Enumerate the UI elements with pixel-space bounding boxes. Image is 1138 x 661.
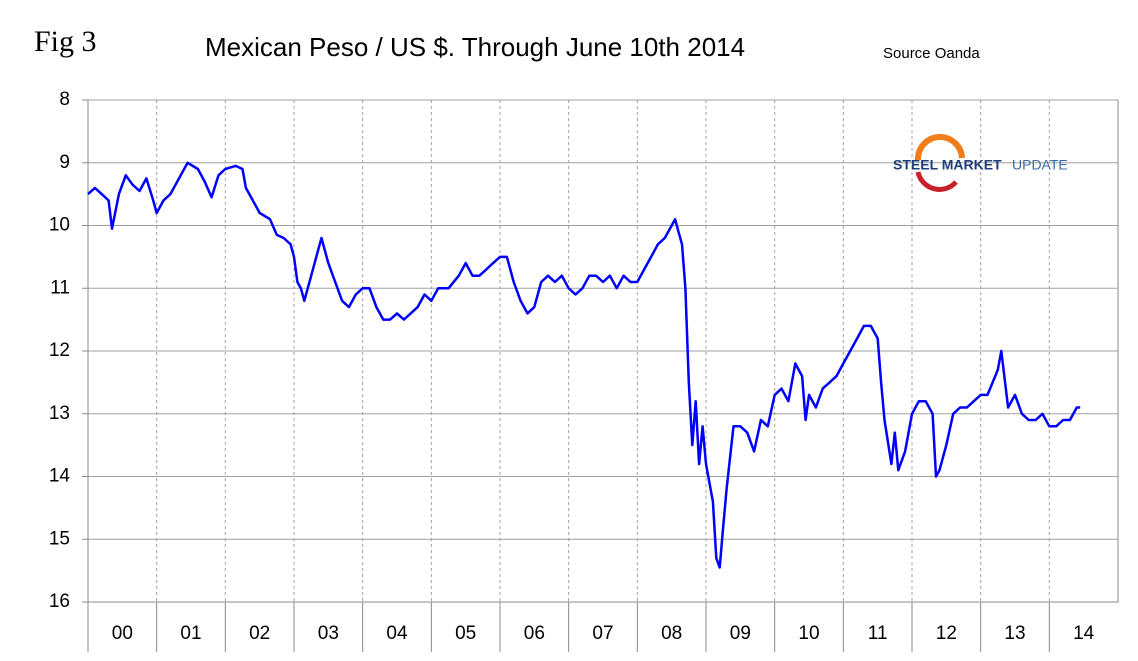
chart-title: Mexican Peso / US $. Through June 10th 2… — [205, 32, 745, 62]
x-tick-label: 02 — [249, 623, 270, 644]
logo: STEEL MARKET UPDATE — [893, 134, 1068, 192]
x-tick-label: 05 — [455, 623, 476, 644]
x-tick-label: 08 — [661, 623, 682, 644]
x-tick-label: 01 — [180, 623, 201, 644]
y-tick-label: 14 — [49, 466, 71, 487]
logo-arc — [915, 171, 958, 192]
logo-text: UPDATE — [1012, 157, 1068, 173]
y-tick-label: 10 — [49, 215, 70, 236]
y-tick-label: 8 — [59, 89, 70, 110]
y-tick-label: 13 — [49, 403, 70, 424]
x-tick-label: 10 — [798, 623, 819, 644]
price-line — [87, 161, 1081, 569]
logo-text: STEEL MARKET — [893, 157, 1002, 173]
x-tick-label: 14 — [1073, 623, 1095, 644]
figure-label: Fig 3 — [34, 25, 97, 58]
x-tick-label: 09 — [730, 623, 751, 644]
y-tick-label: 15 — [49, 528, 70, 549]
x-tick-label: 13 — [1004, 623, 1025, 644]
x-tick-label: 03 — [318, 623, 339, 644]
y-tick-label: 12 — [49, 340, 70, 361]
y-tick-label: 9 — [59, 152, 70, 173]
x-tick-label: 00 — [112, 623, 133, 644]
source-note: Source Oanda — [883, 45, 980, 62]
logo-arc — [914, 134, 965, 161]
x-tick-label: 04 — [386, 623, 408, 644]
x-tick-label: 12 — [936, 623, 957, 644]
x-tick-label: 07 — [592, 623, 613, 644]
y-tick-label: 11 — [50, 277, 70, 298]
x-tick-label: 06 — [524, 623, 545, 644]
y-tick-label: 16 — [49, 591, 70, 612]
x-tick-label: 11 — [868, 623, 888, 644]
